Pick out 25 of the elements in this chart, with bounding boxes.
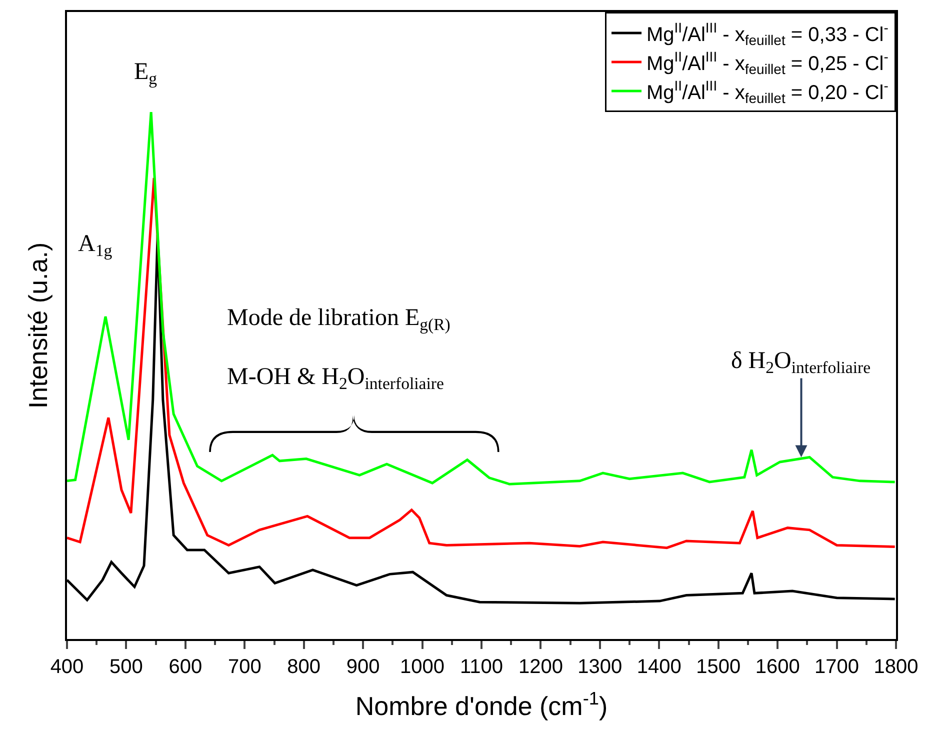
legend-label: Mg$^{II}$/Al$^{III}$ - x$_{feuillet}$ = 0,20 - Cl$^{-}$ [646, 77, 889, 106]
x-tick-label: 600 [168, 656, 202, 678]
x-tick-label: 800 [287, 656, 321, 678]
x-tick-label: 700 [228, 656, 262, 678]
annotation: δ H$_{2}$O$_{interfoliaire}$ [731, 348, 871, 378]
x-tick-label: 1800 [874, 656, 918, 678]
x-tick-label: 1000 [400, 656, 445, 678]
x-tick-label: 1200 [518, 656, 563, 678]
y-axis-title: Intensité (u.a.) [22, 242, 53, 409]
annotation: Mode de libration E$_{g(R)}$ [227, 305, 450, 334]
annotation: M-OH & H$_{2}$O$_{interfoliaire}$ [227, 364, 444, 394]
x-tick-label: 400 [50, 656, 84, 678]
legend-label: Mg$^{II}$/Al$^{III}$ - x$_{feuillet}$ = 0,25 - Cl$^{-}$ [646, 48, 889, 77]
annotation: E$_{g}$ [134, 59, 158, 88]
x-tick-label: 1400 [636, 656, 682, 678]
x-tick-label: 1600 [755, 656, 800, 678]
x-tick-label: 1100 [460, 656, 504, 678]
x-tick-label: 500 [110, 656, 143, 678]
x-tick-label: 1500 [696, 656, 741, 678]
x-tick-label: 900 [346, 656, 380, 678]
x-tick-label: 1700 [814, 656, 860, 678]
annotation: A$_{1g}$ [78, 231, 113, 260]
x-axis-title: Nombre d'onde (cm$^{-1}$) [355, 688, 608, 722]
legend-label: Mg$^{II}$/Al$^{III}$ - x$_{feuillet}$ = 0,33 - Cl$^{-}$ [646, 19, 889, 48]
x-tick-label: 1300 [578, 656, 622, 678]
